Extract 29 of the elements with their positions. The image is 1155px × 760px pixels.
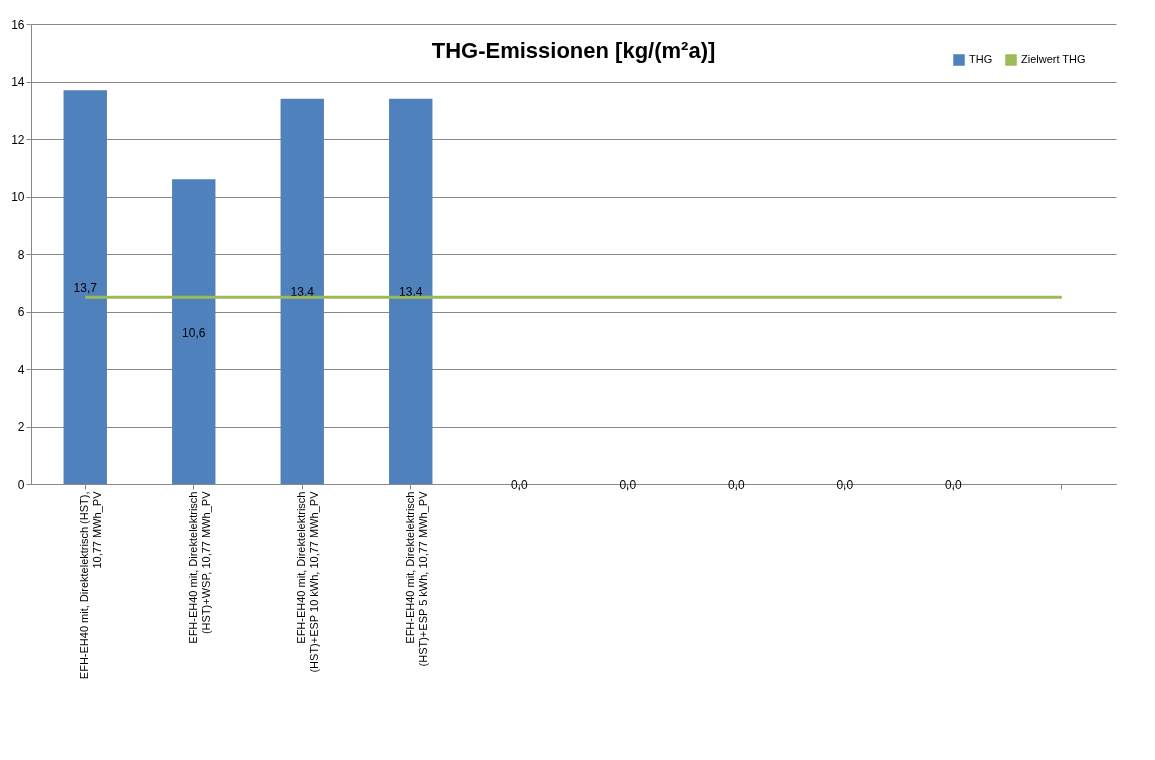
x-tick-label: EFH-EH40 mit, Direktelektrisch (HST)+WSP, 10,77 MWh_PV [186,490,212,644]
data-label: 0,0 [510,478,528,492]
y-tick-label: 10 [11,190,25,204]
data-label: 13,7 [73,281,98,296]
data-label: 0,0 [619,478,637,492]
bar [172,179,216,484]
data-label: 0,0 [944,478,962,492]
y-tick-label: 2 [17,420,25,434]
x-tick-label: EFH-EH40 mit, Direktelektrisch (HST)+ESP 10 kWh, 10,77 MWh_PV [295,490,321,673]
data-label: 0,0 [727,478,745,492]
data-label: 10,6 [182,325,206,340]
text: THG-Emissionen [kg/(m²a)] [431,38,716,63]
x-tick-label: EFH-EH40 mit, Direktelektrisch (HST)+ESP 5 kWh, 10,77 MWh_PV [403,490,429,667]
y-tick-label: 4 [17,362,25,377]
legend-label: THG [969,53,993,65]
bar [63,90,107,484]
y-tick-label: 6 [17,305,25,319]
y-tick-label: 16 [11,17,25,32]
legend-label: Zielwert THG [1021,53,1086,65]
bar [389,98,433,484]
data-label: 13,4 [290,285,315,300]
y-tick-label: 0 [17,477,25,492]
x-tick-label: EFH-EH40 mit, Direktelektrisch (HST), 10,77 MWh_PV [78,490,104,680]
bar [280,98,324,484]
y-tick-label: 8 [17,247,25,262]
data-label: 13,4 [399,285,423,300]
y-tick-label: 12 [11,132,25,147]
y-tick-label: 14 [11,75,25,89]
data-label: 0,0 [836,478,854,492]
